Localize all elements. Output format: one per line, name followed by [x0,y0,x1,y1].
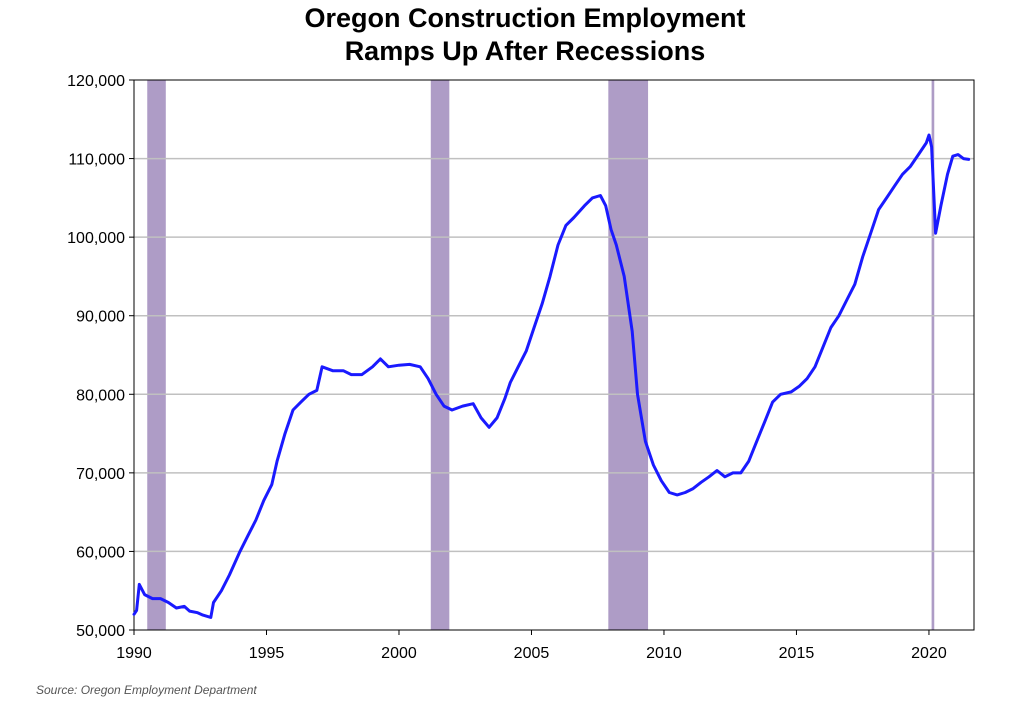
series-layer [132,133,971,619]
gridlines [134,157,974,553]
x-tick-label-5: 2015 [779,645,815,662]
y-axis: 50,000 60,000 70,000 80,000 90,000 100,000 110… [67,73,134,640]
chart-title-line-1: Oregon Construction Employment [304,3,745,33]
y-tick-label-0: 50,000 [76,623,125,640]
x-tick-label-6: 2020 [911,645,947,662]
recession-band-3 [608,80,649,630]
y-tick-label-2: 70,000 [76,466,125,483]
x-axis: 1990 1995 2000 2005 2010 2015 2020 [116,630,947,662]
y-tick-label-4: 90,000 [76,309,125,326]
y-tick-label-7: 120,000 [67,73,125,90]
plot-area [134,80,974,630]
recession-band-4 [931,80,935,630]
x-tick-label-2: 2000 [381,645,417,662]
recession-band-1 [147,80,166,630]
plot-border [133,79,975,631]
recession-bands [147,80,935,630]
y-tick-label-1: 60,000 [76,544,125,561]
x-tick-label-1: 1995 [249,645,285,662]
recession-band-2 [430,80,450,630]
series-line-1 [132,133,971,619]
y-tick-label-3: 80,000 [76,387,125,404]
x-tick-label-3: 2005 [514,645,550,662]
chart-title: Oregon Construction Employment Ramps Up … [304,3,745,66]
chart-title-line-2: Ramps Up After Recessions [345,36,706,66]
x-tick-label-0: 1990 [116,645,152,662]
y-tick-label-5: 100,000 [67,230,125,247]
source-note: Source: Oregon Employment Department [36,683,257,697]
x-tick-label-4: 2010 [646,645,682,662]
y-tick-label-6: 110,000 [68,152,125,169]
